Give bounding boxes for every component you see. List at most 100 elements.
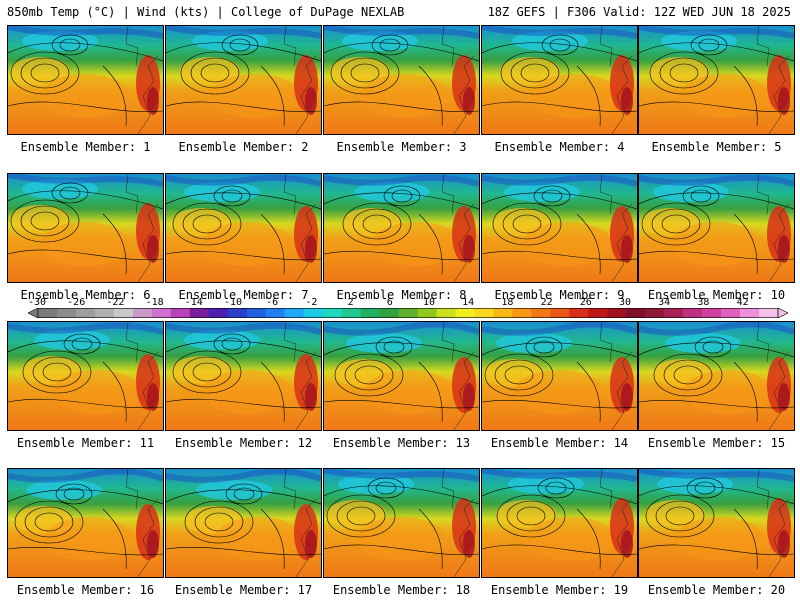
panel-label: Ensemble Member: 15 xyxy=(647,436,786,450)
colorbar-segment xyxy=(132,308,153,318)
panel-label: Ensemble Member: 14 xyxy=(490,436,629,450)
ensemble-member-panel: Ensemble Member: 16 xyxy=(7,468,164,602)
colorbar-segment xyxy=(417,308,437,318)
header-run-info: 18Z GEFS | F306 Valid: 12Z WED JUN 18 20… xyxy=(487,5,791,19)
colorbar-segment xyxy=(227,308,248,318)
ensemble-member-panel: Ensemble Member: 4 xyxy=(481,25,638,159)
ensemble-member-panel: Ensemble Member: 14 xyxy=(481,321,638,455)
colorbar-tick-labels: -30 -26 -22 -18 -14 -10 -6 -2 2 6 10 14 18 22 26 30 34 38… xyxy=(0,297,800,309)
colorbar-segment xyxy=(512,308,532,318)
temperature-wind-map xyxy=(7,173,164,283)
temperature-wind-map xyxy=(638,468,795,578)
ensemble-member-panel: Ensemble Member: 13 xyxy=(323,321,480,455)
colorbar-tick: 14 xyxy=(462,297,475,308)
temperature-wind-map xyxy=(323,25,480,135)
colorbar-segment xyxy=(208,308,229,318)
panel-label: Ensemble Member: 3 xyxy=(336,140,467,154)
panel-label: Ensemble Member: 1 xyxy=(20,140,151,154)
ensemble-member-panel: Ensemble Member: 2 xyxy=(165,25,322,159)
ensemble-member-panel: Ensemble Member: 12 xyxy=(165,321,322,455)
colorbar-tick: 38 xyxy=(697,297,710,308)
temperature-wind-map xyxy=(7,25,164,135)
colorbar-segment xyxy=(436,308,456,318)
colorbar-segment xyxy=(265,308,285,318)
colorbar-segment xyxy=(664,308,684,318)
panel-label: Ensemble Member: 13 xyxy=(332,436,471,450)
colorbar-segment xyxy=(38,308,58,318)
ensemble-member-panel: Ensemble Member: 1 xyxy=(7,25,164,159)
panel-label: Ensemble Member: 8 xyxy=(336,288,467,302)
colorbar-segment xyxy=(569,308,589,318)
ensemble-member-panel: Ensemble Member: 10 xyxy=(638,173,795,307)
panel-label: Ensemble Member: 19 xyxy=(490,583,629,597)
colorbar-segment xyxy=(322,308,342,318)
colorbar-segment xyxy=(607,308,627,318)
ensemble-member-panel: Ensemble Member: 7 xyxy=(165,173,322,307)
panel-label: Ensemble Member: 10 xyxy=(647,288,786,302)
temperature-colorbar xyxy=(28,308,788,318)
colorbar-segment xyxy=(531,308,551,318)
colorbar-tick: -30 xyxy=(27,297,47,308)
ensemble-member-panel: Ensemble Member: 5 xyxy=(638,25,795,159)
panel-label: Ensemble Member: 2 xyxy=(178,140,309,154)
ensemble-member-panel: Ensemble Member: 20 xyxy=(638,468,795,602)
colorbar-segment xyxy=(550,308,570,318)
colorbar-segment xyxy=(303,308,323,318)
colorbar-segment xyxy=(740,308,760,318)
temperature-wind-map xyxy=(638,173,795,283)
panel-label: Ensemble Member: 16 xyxy=(16,583,155,597)
ensemble-member-panel: Ensemble Member: 11 xyxy=(7,321,164,455)
colorbar-segment xyxy=(588,308,608,318)
colorbar-segment xyxy=(94,308,115,318)
colorbar-segment xyxy=(455,308,475,318)
panel-label: Ensemble Member: 4 xyxy=(494,140,625,154)
colorbar-tick: 42 xyxy=(736,297,749,308)
colorbar-segment xyxy=(721,308,741,318)
temperature-wind-map xyxy=(165,25,322,135)
panel-label: Ensemble Member: 5 xyxy=(651,140,782,154)
colorbar-segment xyxy=(246,308,266,318)
temperature-wind-map xyxy=(165,321,322,431)
colorbar-segment xyxy=(189,308,210,318)
colorbar-segment xyxy=(702,308,722,318)
ensemble-member-panel: Ensemble Member: 3 xyxy=(323,25,480,159)
colorbar-segment xyxy=(645,308,665,318)
colorbar-tick: 30 xyxy=(618,297,632,308)
panel-label: Ensemble Member: 18 xyxy=(332,583,471,597)
panel-label: Ensemble Member: 12 xyxy=(174,436,313,450)
colorbar-tick: -2 xyxy=(305,297,318,308)
panel-label: Ensemble Member: 20 xyxy=(647,583,786,597)
colorbar-segment xyxy=(284,308,304,318)
temperature-wind-map xyxy=(481,173,638,283)
temperature-wind-map xyxy=(323,468,480,578)
colorbar-segment xyxy=(360,308,380,318)
colorbar-segment xyxy=(626,308,646,318)
colorbar-tick: -10 xyxy=(223,297,243,308)
colorbar-right-arrow xyxy=(777,308,788,318)
temperature-wind-map xyxy=(323,321,480,431)
panel-label: Ensemble Member: 7 xyxy=(178,288,309,302)
colorbar-segment xyxy=(398,308,418,318)
colorbar-tick: 2 xyxy=(347,297,354,308)
temperature-wind-map xyxy=(7,321,164,431)
colorbar-tick: -14 xyxy=(184,297,203,308)
colorbar-tick: 34 xyxy=(658,297,671,308)
temperature-wind-map xyxy=(165,173,322,283)
ensemble-member-panel: Ensemble Member: 19 xyxy=(481,468,638,602)
colorbar-tick: 6 xyxy=(386,297,393,308)
colorbar-tick: 22 xyxy=(540,297,553,308)
temperature-wind-map xyxy=(638,25,795,135)
colorbar-tick: 18 xyxy=(501,297,514,308)
ensemble-member-panel: Ensemble Member: 17 xyxy=(165,468,322,602)
colorbar-segment xyxy=(683,308,703,318)
colorbar-left-arrow xyxy=(28,308,39,318)
temperature-wind-map xyxy=(638,321,795,431)
temperature-wind-map xyxy=(323,173,480,283)
colorbar-segment xyxy=(759,308,779,318)
panel-label: Ensemble Member: 6 xyxy=(20,288,151,302)
panel-label: Ensemble Member: 17 xyxy=(174,583,313,597)
colorbar-segment xyxy=(379,308,399,318)
colorbar-segment xyxy=(341,308,361,318)
colorbar-segment xyxy=(474,308,494,318)
ensemble-member-panel: Ensemble Member: 18 xyxy=(323,468,480,602)
